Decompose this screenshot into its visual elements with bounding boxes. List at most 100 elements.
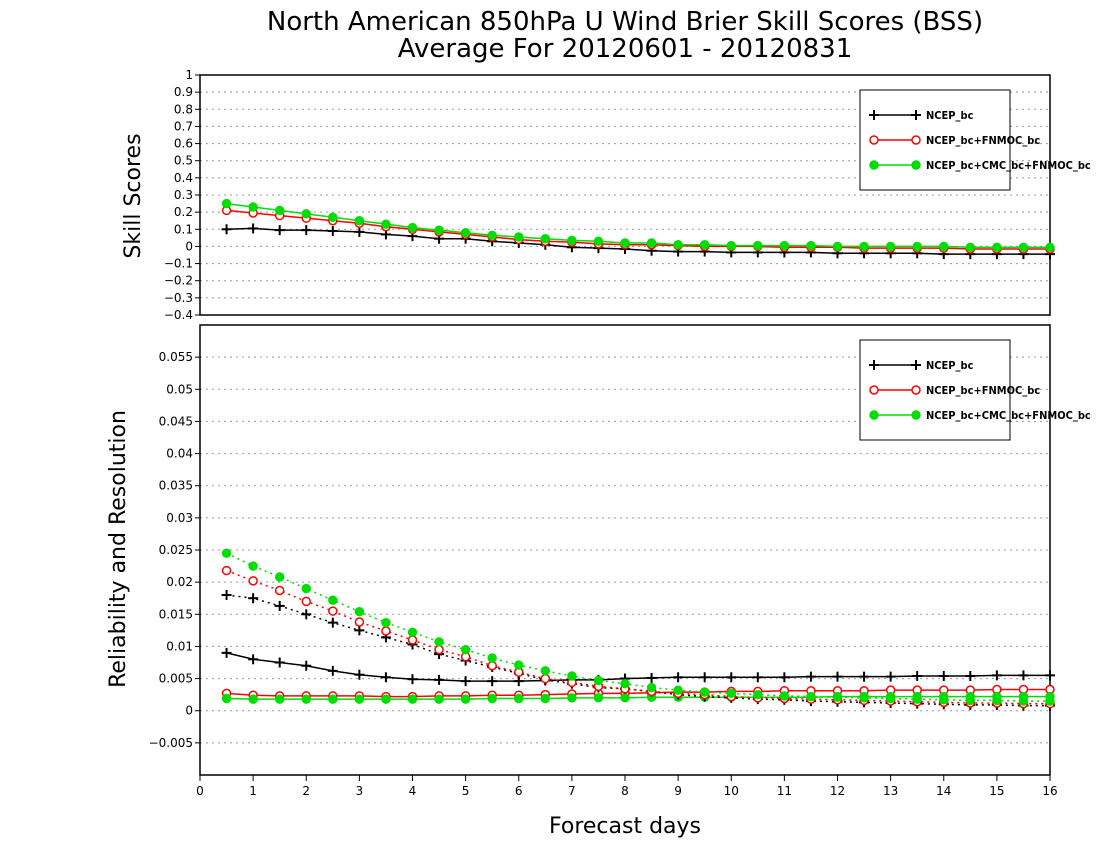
x-tick-label: 12 [830,784,845,798]
bottom-data-point [434,694,444,704]
top-data-point [885,241,896,252]
bottom-y-tick-label: 0.015 [159,607,193,621]
x-tick-label: 11 [777,784,792,798]
bottom-data-point [753,689,763,700]
top-y-tick-label: 0.6 [174,137,193,151]
top-data-point [274,225,285,236]
bottom-data-point [354,617,365,627]
bottom-data-point [939,695,949,705]
bottom-data-point [992,695,1002,706]
bottom-y-tick-label: 0 [185,704,193,718]
top-y-tick-label: −0.3 [164,291,193,305]
top-legend-label: NCEP_bc+CMC_bc+FNMOC_bc [926,159,1091,172]
bottom-data-point [274,600,285,611]
top-legend-label: NCEP_bc+FNMOC_bc [926,134,1040,147]
bottom-data-point [1018,670,1029,681]
bottom-data-point [779,691,790,701]
top-y-tick-label: 0.7 [174,119,193,133]
bottom-data-point [752,672,763,683]
bottom-data-point [381,617,391,628]
top-y-tick-label: 0.5 [174,154,193,168]
bottom-data-point [301,596,311,607]
top-data-point [407,222,418,233]
top-data-point [434,225,444,235]
bottom-series [221,647,1055,687]
top-y-tick-label: 0.3 [174,188,193,202]
bottom-data-point [274,694,285,704]
bottom-data-point [434,644,444,655]
top-series [221,198,1055,252]
bottom-y-axis-label: Reliability and Resolution [106,410,131,688]
top-data-point [593,236,604,246]
bottom-data-point [407,627,418,637]
bottom-data-point [885,671,896,682]
top-data-point [646,238,657,248]
bottom-data-point [1045,670,1055,681]
bottom-data-point [274,572,285,582]
bottom-data-point [354,669,365,680]
bottom-y-tick-label: 0.005 [159,672,193,686]
bottom-data-point [726,672,737,683]
bottom-data-point [540,673,551,684]
bottom-y-tick-label: 0.04 [166,447,193,461]
skill-scores-panel: Skill Scores 1 0.9 0.8 0.7 0.6 0.5 0.4 0.3 0.2 0.… [121,68,1091,322]
bottom-data-point [1018,696,1029,706]
bottom-data-point [699,687,710,697]
bottom-series-line [226,688,1050,698]
top-data-point [540,234,551,244]
top-data-point [1018,242,1029,252]
bottom-data-point [301,694,311,704]
top-legend-label: NCEP_bc [926,109,974,122]
top-data-point [248,223,259,234]
bottom-data-point [407,635,418,645]
x-tick-label: 5 [462,784,470,798]
bottom-data-point [487,653,497,663]
bottom-data-point [593,675,604,686]
bottom-data-point [328,595,338,605]
top-data-point [248,202,258,212]
top-data-point [859,241,869,252]
bottom-data-point [540,666,551,676]
top-y-tick-label: 0.4 [174,171,193,185]
x-tick-label: 15 [989,784,1004,798]
bottom-data-point [938,671,949,681]
bottom-y-tick-label: 0.01 [166,639,193,653]
bottom-series-line [226,569,1050,705]
x-tick-label: 0 [196,784,204,798]
bottom-data-point [380,672,391,683]
bottom-data-point [646,682,657,693]
chart-title: North American 850hPa U Wind Brier Skill… [267,7,983,37]
x-tick-label: 4 [409,784,417,798]
bottom-data-point [487,676,498,687]
bottom-data-point [620,693,630,703]
top-data-point [328,212,338,222]
bottom-data-point [434,637,444,647]
chart-subtitle: Average For 20120601 - 20120831 [398,34,853,64]
top-y-tick-label: 0.1 [174,222,193,236]
bottom-data-point [859,693,869,703]
top-data-point [487,230,497,240]
bottom-data-point [221,548,232,558]
top-data-point [354,216,365,226]
top-data-point [274,205,285,216]
bottom-legend-label: NCEP_bc+CMC_bc+FNMOC_bc [926,409,1091,422]
x-tick-label: 10 [724,784,739,798]
x-tick-label: 2 [302,784,310,798]
x-tick-label: 13 [883,784,898,798]
bottom-y-tick-label: 0.02 [166,575,193,589]
top-y-axis-label: Skill Scores [121,133,146,258]
reliability-resolution-panel: Reliability and Resolution 0.055 0.05 0.04… [106,324,1091,776]
bottom-data-point [567,671,577,681]
bottom-data-point [487,660,497,671]
bottom-data-point [328,606,338,616]
bottom-data-point [327,617,338,628]
bottom-data-point [487,693,497,704]
top-data-point [753,240,763,251]
bottom-legend-item: NCEP_bc+CMC_bc+FNMOC_bc [869,409,1091,422]
top-legend-item: NCEP_bc+CMC_bc+FNMOC_bc [869,159,1091,172]
bottom-data-point [514,693,524,704]
bottom-data-point [460,676,471,687]
bottom-data-point [965,695,976,706]
x-tick-label: 8 [621,784,629,798]
bottom-data-point [407,694,418,704]
